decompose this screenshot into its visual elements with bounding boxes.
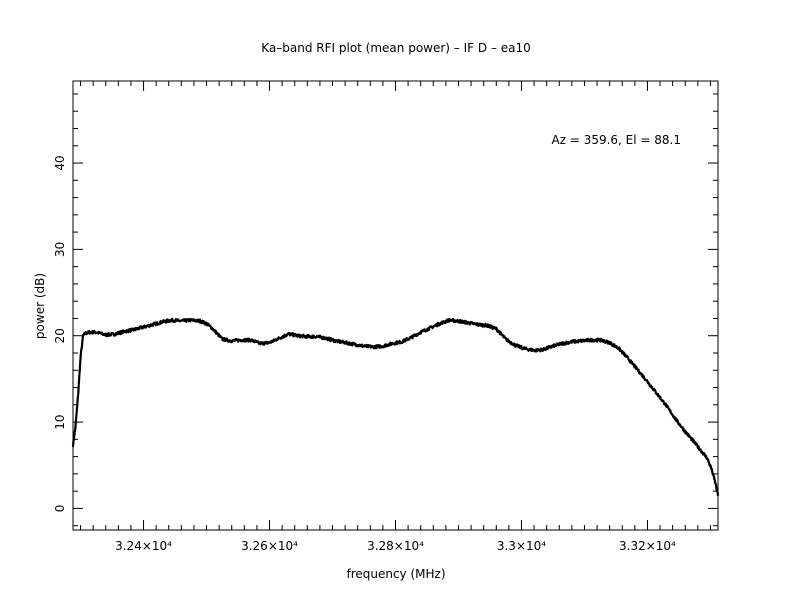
y-tick-label: 0 xyxy=(53,505,67,513)
x-tick-label: 3.26×10⁴ xyxy=(241,539,298,553)
plot-frame xyxy=(72,80,719,531)
x-tick-label: 3.24×10⁴ xyxy=(115,539,172,553)
y-axis-label: power (dB) xyxy=(33,273,47,339)
x-tick-label: 3.32×10⁴ xyxy=(619,539,676,553)
x-tick-label: 3.3×10⁴ xyxy=(497,539,546,553)
axis-ticks xyxy=(73,81,718,530)
y-tick-label: 30 xyxy=(53,242,67,257)
y-tick-label: 20 xyxy=(53,328,67,343)
pointing-annotation: Az = 359.6, El = 88.1 xyxy=(552,133,682,147)
x-tick-label: 3.28×10⁴ xyxy=(367,539,424,553)
chart-title: Ka–band RFI plot (mean power) – IF D – e… xyxy=(261,41,530,55)
y-tick-label: 10 xyxy=(53,414,67,429)
y-tick-label: 40 xyxy=(53,155,67,170)
axis-tick-labels: 3.24×10⁴ 3.26×10⁴ 3.28×10⁴ 3.3×10⁴ 3.32×10⁴ 0… xyxy=(53,155,676,553)
power-series-line xyxy=(71,317,720,496)
x-axis-label: frequency (MHz) xyxy=(346,567,445,581)
